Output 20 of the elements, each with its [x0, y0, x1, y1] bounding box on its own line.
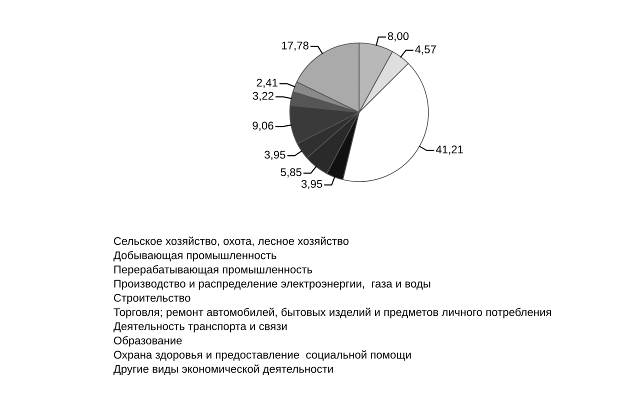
data-label: 3,95	[264, 150, 286, 160]
text: Охрана здоровья и предоставление социальной помощи	[114, 350, 411, 361]
data-label: 5,85	[280, 168, 302, 178]
text: Сельское хозяйство, охота, лесное хозяйство	[114, 236, 349, 246]
data-label: 41,21	[436, 146, 463, 155]
text: Перерабатывающая промышленность	[114, 265, 312, 276]
data-label: 3,95	[301, 180, 322, 190]
text: Торговля; ремонт автомобилей, бытовых изделий и предметов личного потребления	[114, 308, 551, 318]
data-label: 17,78	[282, 42, 308, 51]
data-label: 3,22	[252, 92, 274, 102]
text: Производство и распределение электроэнергии, газа и воды	[114, 280, 430, 290]
text: Другие виды экономической деятельности	[113, 364, 333, 376]
data-label: 4,57	[415, 46, 436, 55]
text: Добывающая промышленность	[113, 250, 276, 262]
data-label: 8,00	[388, 32, 409, 42]
text: Образование	[114, 336, 182, 347]
text: Строительство	[114, 294, 190, 304]
text: Деятельность транспорта и связи	[113, 322, 287, 332]
data-label: 2,41	[256, 78, 278, 88]
data-label: 9,06	[252, 122, 274, 131]
